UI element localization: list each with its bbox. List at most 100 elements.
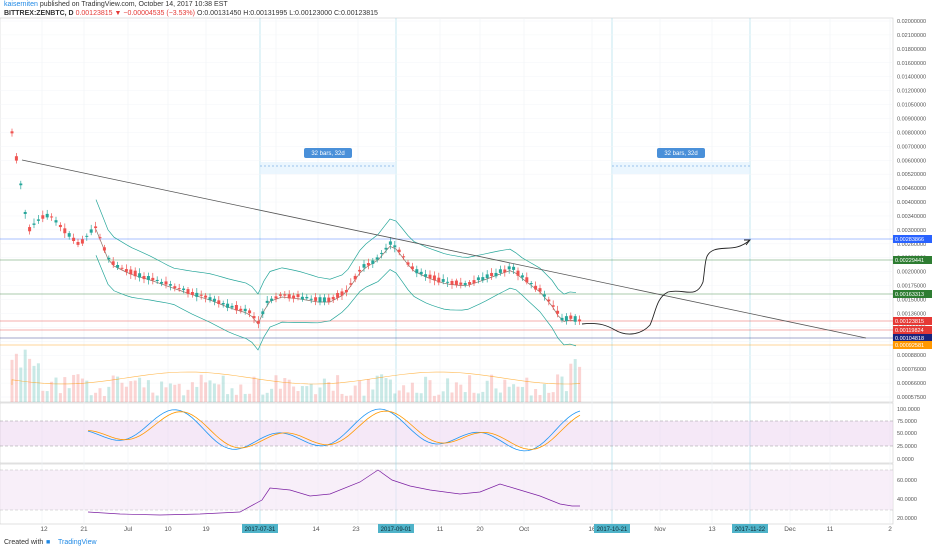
candle xyxy=(507,262,511,274)
candle xyxy=(432,271,436,286)
volume-bar xyxy=(230,388,234,402)
candle xyxy=(274,292,278,303)
candle xyxy=(534,281,538,292)
candle xyxy=(265,296,269,307)
rsi-band xyxy=(0,470,893,510)
tradingview-brand[interactable]: TradingView xyxy=(58,539,97,546)
volume-bar xyxy=(243,393,247,402)
candle-body xyxy=(556,310,560,314)
volume-bar xyxy=(415,392,419,402)
candle-body xyxy=(300,296,304,300)
volume-bar xyxy=(516,386,520,402)
candle xyxy=(318,294,322,306)
volume-bar xyxy=(344,395,348,402)
candle-body xyxy=(89,229,93,233)
volume-bar xyxy=(168,383,172,402)
candle-body xyxy=(98,237,102,239)
candle-body xyxy=(560,317,564,321)
volume-bar xyxy=(446,378,450,402)
candle xyxy=(490,268,494,280)
candle xyxy=(28,224,32,235)
price-chart[interactable]: 32 bars, 32d 32 bars, 32d 12 21 Jul 10 19 14 23… xyxy=(0,0,932,536)
time-label: 13 xyxy=(708,526,716,533)
time-badge xyxy=(594,524,630,533)
volume-bar xyxy=(195,386,199,402)
candle xyxy=(560,313,564,323)
candle xyxy=(494,268,498,279)
volume-bar xyxy=(366,379,370,402)
volume-bar xyxy=(512,384,516,402)
candle xyxy=(230,303,234,310)
candle xyxy=(485,270,489,283)
candle-body xyxy=(230,305,234,308)
volume-bar xyxy=(397,390,401,402)
bb-lower xyxy=(95,255,577,351)
candle-body xyxy=(551,305,555,307)
volume-bar xyxy=(45,391,49,402)
candle xyxy=(138,268,142,282)
stoch-label: 100.0000 xyxy=(897,407,920,413)
volume-bar xyxy=(142,387,146,402)
candle xyxy=(331,294,335,303)
candle-body xyxy=(278,294,282,296)
price-badge xyxy=(893,334,932,342)
candle xyxy=(199,290,203,300)
candle xyxy=(349,278,353,287)
candle-body xyxy=(529,283,533,285)
candle-body xyxy=(80,239,84,244)
price-label: 0.00175000 xyxy=(897,284,926,290)
candle xyxy=(296,290,300,301)
price-label: 0.00300000 xyxy=(897,228,926,234)
candle xyxy=(520,272,524,281)
volume-bar xyxy=(362,395,366,402)
candle-body xyxy=(384,247,388,250)
candle xyxy=(459,277,463,289)
volume-bar xyxy=(318,387,322,402)
candle-body xyxy=(459,282,463,285)
candle xyxy=(569,312,573,322)
price-label: 0.01400000 xyxy=(897,75,926,81)
volume-bar xyxy=(28,358,32,402)
volume-bar xyxy=(406,392,410,402)
volume-bar xyxy=(481,391,485,402)
time-label: 10 xyxy=(164,526,172,533)
volume-bar xyxy=(199,374,203,402)
candle xyxy=(54,216,58,226)
candle xyxy=(190,288,194,298)
candle xyxy=(50,213,54,221)
candle xyxy=(32,218,36,229)
candle-body xyxy=(476,277,480,281)
measure-label-bg xyxy=(657,148,705,158)
candle xyxy=(252,312,256,324)
time-label: 23 xyxy=(352,526,360,533)
volume-bar xyxy=(256,379,260,402)
candle-body xyxy=(274,296,278,299)
candle-body xyxy=(94,226,98,229)
candle-body xyxy=(578,319,582,322)
volume-bar xyxy=(578,366,582,402)
candle xyxy=(556,305,560,318)
volume-bar xyxy=(441,391,445,402)
candle-body xyxy=(441,279,445,282)
candle xyxy=(476,275,480,284)
stoch-label: 0.0000 xyxy=(897,457,914,463)
candle-body xyxy=(415,269,419,274)
candle-body xyxy=(296,294,300,298)
candle-body xyxy=(292,295,296,299)
candle-body xyxy=(402,256,406,258)
price-label: 0.02100000 xyxy=(897,33,926,39)
candle xyxy=(450,278,454,289)
author-link[interactable]: kaiserniten xyxy=(4,1,38,8)
volume-bar xyxy=(476,393,480,402)
candle xyxy=(256,316,260,329)
volume-bar xyxy=(353,385,357,402)
volume-bar xyxy=(160,381,164,402)
arrow-icon xyxy=(744,239,751,246)
candle xyxy=(463,280,467,288)
price-label: 0.00900000 xyxy=(897,116,926,122)
candle xyxy=(578,315,582,325)
candle-body xyxy=(494,272,498,277)
candle xyxy=(362,260,366,272)
created-with-text: Created with xyxy=(4,539,44,546)
volume-bar xyxy=(547,392,551,402)
